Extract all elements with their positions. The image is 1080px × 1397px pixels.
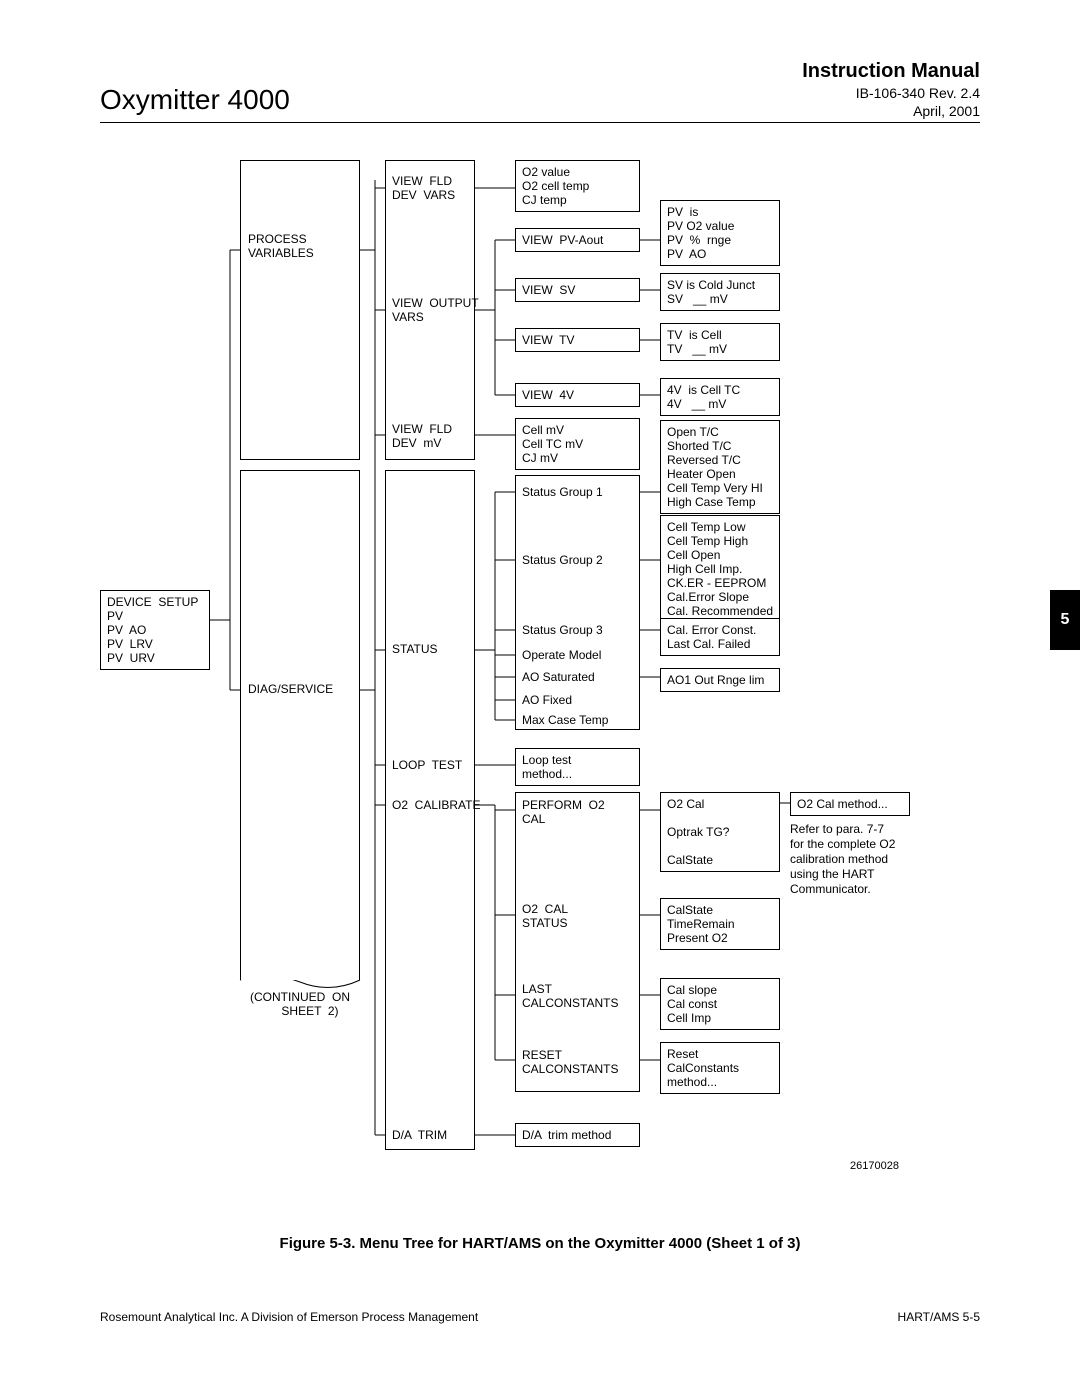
col4-cal-box [515,792,640,1092]
node-o2cal-detail: O2 Cal Optrak TG? CalState [660,792,780,872]
node-pv-detail: PV is PV O2 value PV % rnge PV AO [660,200,780,266]
drawing-number: 26170028 [850,1160,899,1172]
node-process-variables: PROCESS VARIABLES [248,232,314,260]
node-o2-calibrate: O2 CALIBRATE [392,798,480,812]
node-view-tv: VIEW TV [515,328,640,352]
node-o2-cal-status: O2 CAL STATUS [522,902,568,930]
node-sg3-detail: Cal. Error Const. Last Cal. Failed [660,618,780,656]
node-loop-test-method: Loop test method... [515,748,640,786]
node-4v-detail: 4V is Cell TC 4V __ mV [660,378,780,416]
node-da-trim-method: D/A trim method [515,1123,640,1147]
node-status: STATUS [392,642,438,656]
node-o2-value: O2 value O2 cell temp CJ temp [515,160,640,212]
node-reset-calconstants: RESET CALCONSTANTS [522,1048,618,1076]
node-view-sv: VIEW SV [515,278,640,302]
node-ao-saturated: AO Saturated [522,670,595,684]
node-sv-detail: SV is Cold Junct SV __ mV [660,273,780,311]
footer-right: HART/AMS 5-5 [898,1310,980,1324]
doc-date: April, 2001 [802,103,980,119]
node-view-4v: VIEW 4V [515,383,640,407]
node-status-group-1: Status Group 1 [522,485,603,499]
node-o2calstatus-detail: CalState TimeRemain Present O2 [660,898,780,950]
node-last-calconstants: LAST CALCONSTANTS [522,982,618,1010]
node-diag-service: DIAG/SERVICE [248,682,333,696]
node-sg2-detail: Cell Temp Low Cell Temp High Cell Open H… [660,515,780,623]
node-cell-mv: Cell mV Cell TC mV CJ mV [515,418,640,470]
product-title: Oxymitter 4000 [100,84,290,116]
col4-status-box [515,475,640,730]
node-process-variables-box [240,160,360,460]
node-max-case-temp: Max Case Temp [522,713,608,727]
node-tv-detail: TV is Cell TV __ mV [660,323,780,361]
section-tab: 5 [1050,590,1080,650]
footer-left: Rosemount Analytical Inc. A Division of … [100,1310,478,1324]
node-ao1-detail: AO1 Out Rnge lim [660,668,780,692]
continued-note: (CONTINUED ON SHEET 2) [238,990,362,1018]
node-view-output-vars: VIEW OUTPUT VARS [392,296,479,324]
node-status-group-3: Status Group 3 [522,623,603,637]
node-resetcal-detail: Reset CalConstants method... [660,1042,780,1094]
menu-tree-diagram: DEVICE SETUP PV PV AO PV LRV PV URV PROC… [100,160,980,1220]
node-view-fld-mv: VIEW FLD DEV mV [392,422,452,450]
node-o2-cal-method: O2 Cal method... [790,792,910,816]
doc-number: IB-106-340 Rev. 2.4 [802,85,980,101]
node-lastcal-detail: Cal slope Cal const Cell Imp [660,978,780,1030]
figure-caption: Figure 5-3. Menu Tree for HART/AMS on th… [100,1235,980,1252]
header-rule [100,122,980,123]
node-ao-fixed: AO Fixed [522,693,572,707]
node-status-group-2: Status Group 2 [522,553,603,567]
node-view-fld-vars: VIEW FLD DEV VARS [392,174,455,202]
manual-heading: Instruction Manual [802,60,980,83]
node-sg1-detail: Open T/C Shorted T/C Reversed T/C Heater… [660,420,780,514]
node-operate-model: Operate Model [522,648,601,662]
node-loop-test: LOOP TEST [392,758,462,772]
node-view-pv-aout: VIEW PV-Aout [515,228,640,252]
node-da-trim: D/A TRIM [392,1128,447,1142]
cal-note: Refer to para. 7-7 for the complete O2 c… [790,822,895,897]
node-diag-service-box [240,470,360,980]
node-perform-o2-cal: PERFORM O2 CAL [522,798,605,826]
node-device-setup: DEVICE SETUP PV PV AO PV LRV PV URV [100,590,210,670]
